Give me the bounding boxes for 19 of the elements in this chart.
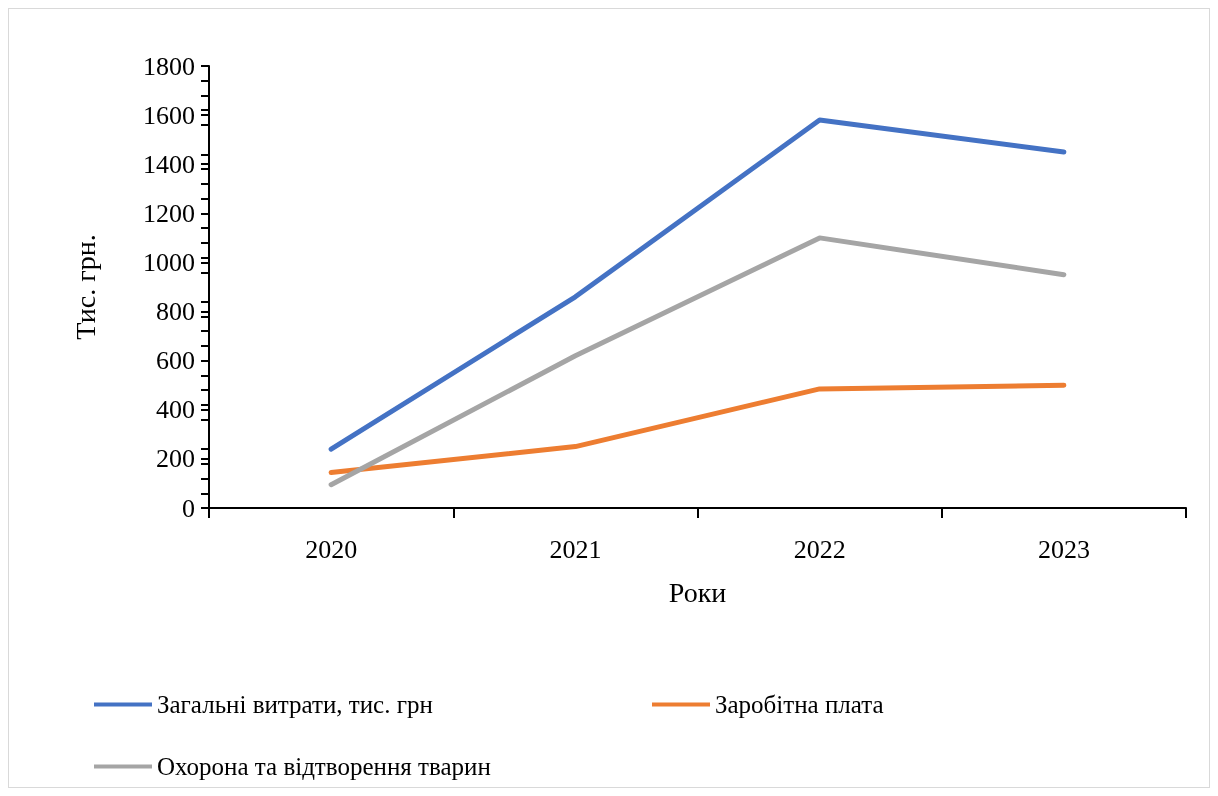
legend-label: Заробітна плата <box>715 691 884 718</box>
x-tick-label: 2022 <box>793 534 846 564</box>
x-tick-label: 2020 <box>305 534 358 564</box>
x-tick-label: 2023 <box>1037 534 1090 564</box>
y-tick-label: 1800 <box>143 51 195 81</box>
y-tick-label: 1000 <box>143 247 195 277</box>
y-tick-label: 1400 <box>143 149 195 179</box>
y-tick-label: 800 <box>156 297 195 327</box>
y-tick-label: 0 <box>182 493 195 523</box>
y-tick-label: 1600 <box>143 100 195 130</box>
legend-label: Загальні витрати, тис. грн <box>157 691 433 718</box>
legend-label: Охорона та відтворення тварин <box>157 753 491 780</box>
y-axis-title: Тис. грн. <box>69 234 101 340</box>
y-tick-label: 400 <box>156 395 195 425</box>
x-tick-label: 2021 <box>549 534 602 564</box>
y-tick-label: 1200 <box>143 198 195 228</box>
x-axis-title: Роки <box>668 576 727 608</box>
y-tick-label: 200 <box>156 444 195 474</box>
y-tick-label: 600 <box>156 346 195 376</box>
